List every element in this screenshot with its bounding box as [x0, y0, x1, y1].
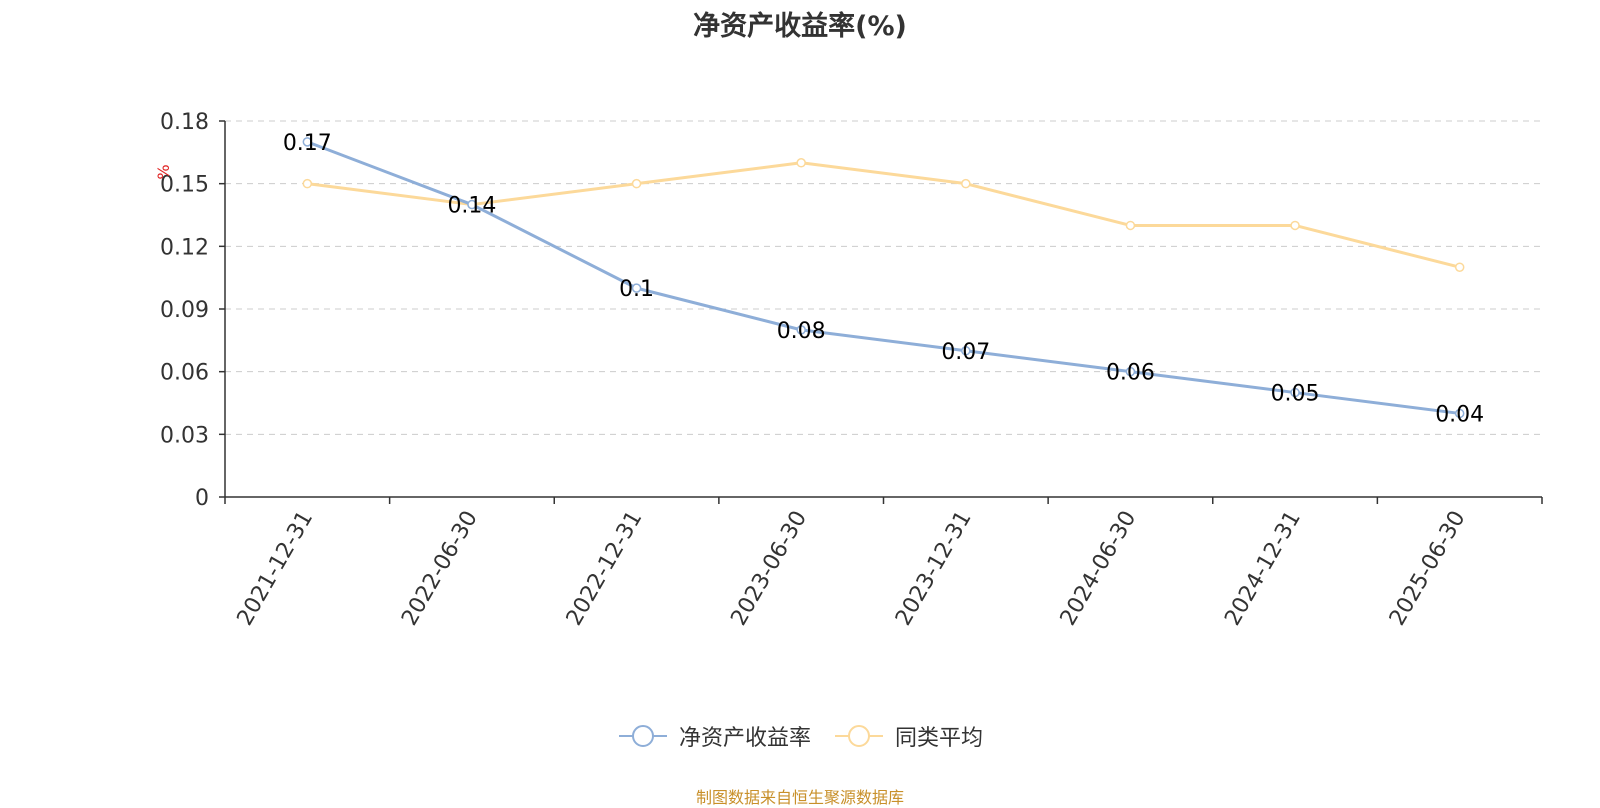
data-label-3: 0.08 — [777, 319, 826, 344]
source-note: 制图数据来自恒生聚源数据库 — [695, 788, 904, 807]
series-1-point-7 — [1454, 408, 1465, 419]
series-1-point-3 — [796, 325, 806, 335]
y-tick-label-0: 0 — [195, 486, 209, 511]
grid-layer — [225, 120, 1542, 435]
y-tick-label-4: 0.12 — [160, 235, 209, 260]
y-axis-unit-label: % — [154, 164, 173, 179]
legend-swatch-series-1 — [618, 725, 667, 747]
x-tick-label-2: 2022-12-31 — [562, 507, 648, 630]
legend-item-series-1[interactable]: 净资产收益率 — [617, 720, 811, 752]
legend-label-series-2: 同类平均 — [895, 726, 984, 751]
legend: 净资产收益率 同类平均 — [0, 720, 1600, 752]
legend-item-series-2[interactable]: 同类平均 — [833, 720, 983, 752]
data-label-layer: 0.17 0.14 0.1 0.08 0.07 0.06 0.05 0.04 — [283, 131, 1484, 428]
series-1-point-4 — [961, 346, 971, 356]
data-label-6: 0.05 — [1271, 382, 1320, 407]
legend-label-series-1: 净资产收益率 — [678, 726, 811, 751]
series-1-point-5 — [1125, 366, 1136, 377]
data-label-4: 0.07 — [941, 340, 990, 365]
series-1-point-1 — [467, 199, 477, 210]
series-2-point-5 — [1125, 220, 1136, 231]
data-label-1: 0.14 — [447, 194, 496, 219]
series-layer — [302, 137, 1465, 419]
x-tick-label-6: 2024-12-31 — [1220, 507, 1306, 630]
series-1-point-0 — [302, 137, 313, 147]
data-label-5: 0.06 — [1106, 361, 1155, 386]
series-2-point-6 — [1290, 220, 1300, 231]
series-line-2 — [307, 161, 1461, 269]
y-tick-label-3: 0.09 — [160, 298, 209, 323]
data-label-7: 0.04 — [1435, 402, 1484, 427]
data-label-2: 0.1 — [619, 277, 654, 302]
x-tick-label-3: 2023-06-30 — [726, 507, 812, 630]
series-2-point-2 — [631, 178, 642, 189]
series-line-1 — [306, 140, 1460, 415]
series-2-point-7 — [1454, 262, 1465, 272]
chart-title: 净资产收益率(%) — [693, 11, 907, 42]
x-tick-label-4: 2023-12-31 — [891, 507, 977, 630]
y-tick-label-1: 0.03 — [160, 423, 209, 448]
legend-swatch-series-2 — [835, 725, 883, 747]
series-2-point-4 — [961, 178, 971, 189]
data-label-0: 0.17 — [283, 131, 332, 156]
x-tick-label-1: 2022-06-30 — [397, 507, 483, 630]
y-tick-label-5: 0.15 — [160, 173, 209, 198]
y-tick-label-2: 0.06 — [160, 361, 209, 386]
series-1-point-2 — [631, 283, 642, 293]
series-1-point-6 — [1290, 387, 1300, 398]
series-2-point-0 — [302, 178, 313, 189]
x-tick-label-7: 2025-06-30 — [1385, 507, 1471, 630]
y-tick-label-6: 0.18 — [160, 110, 209, 135]
x-tick-label-5: 2024-06-30 — [1056, 507, 1142, 630]
x-tick-label-0: 2021-12-31 — [233, 507, 319, 630]
axis-layer: 0 0.03 0.06 0.09 0.12 0.15 0.18% 2021-12-31 2022… — [154, 110, 1543, 630]
series-2-point-3 — [796, 158, 806, 168]
